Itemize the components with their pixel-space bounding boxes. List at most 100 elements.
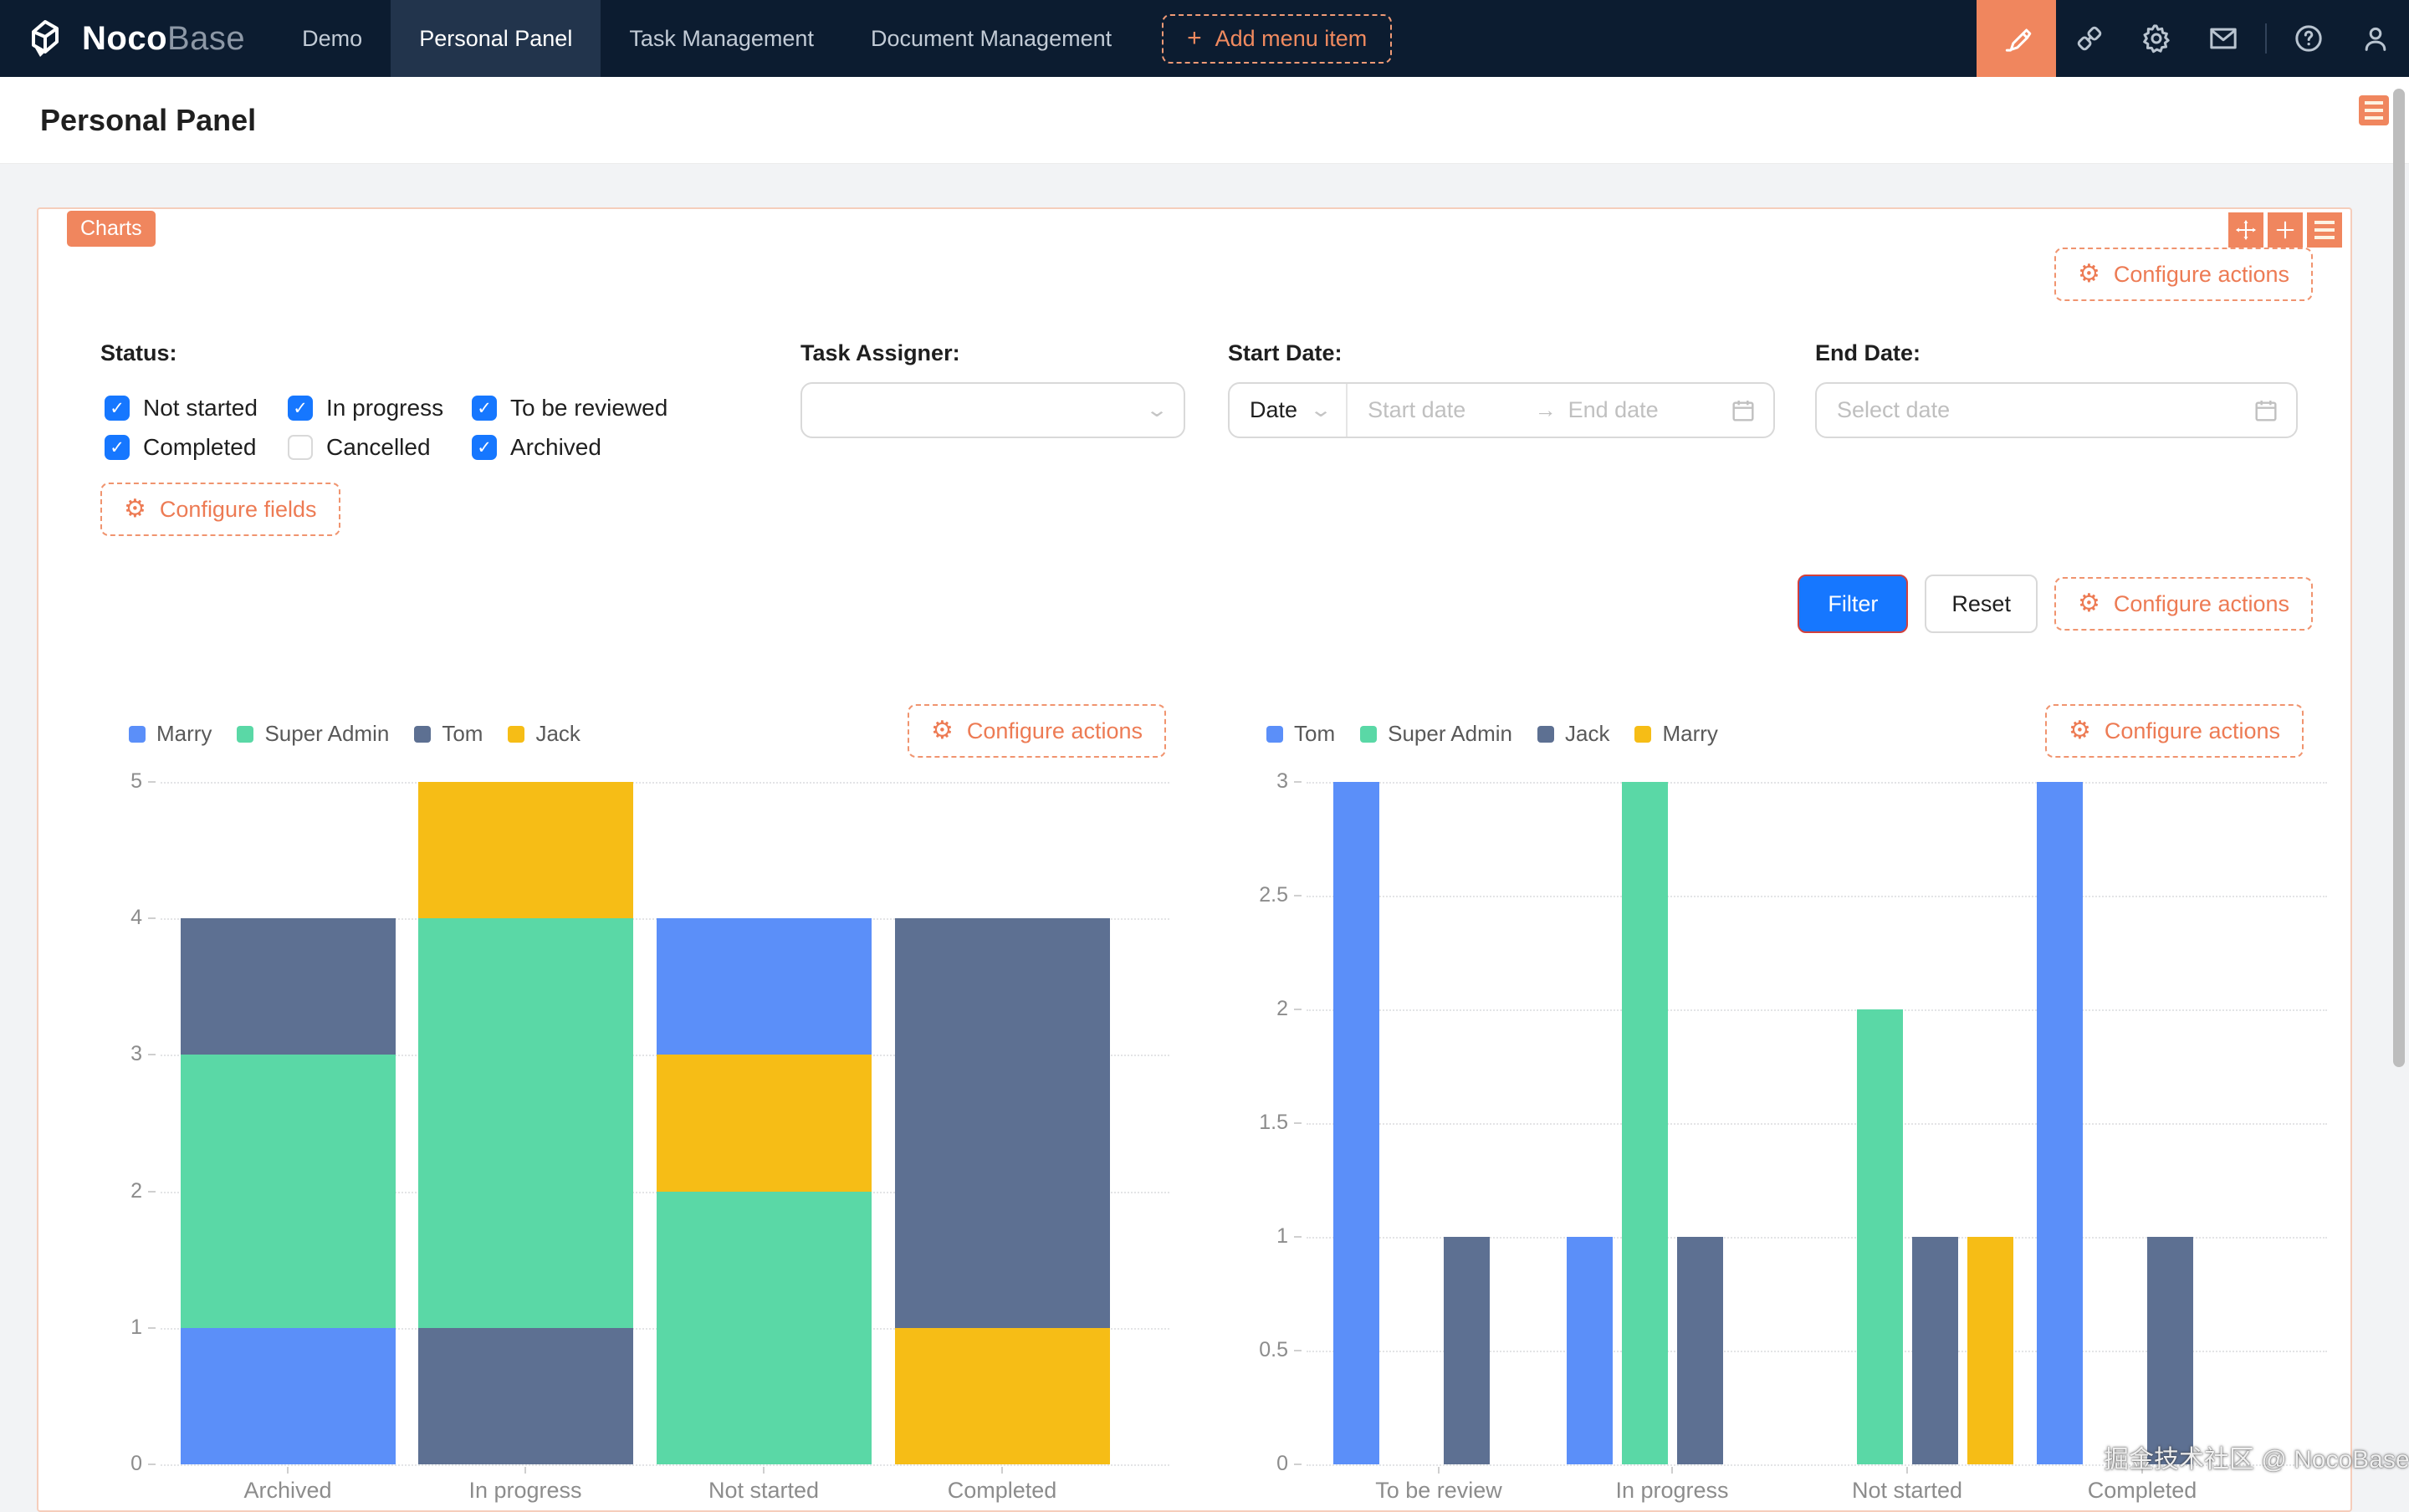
legend-item-super-admin[interactable]: Super Admin <box>237 721 389 747</box>
configure-actions-button-chart-left[interactable]: ⚙ Configure actions <box>907 704 1166 758</box>
start-date-range-picker[interactable]: Date ⌄ Start date → End date <box>1228 382 1775 438</box>
navbar-divider <box>2265 23 2267 54</box>
checkbox-checked-icon[interactable]: ✓ <box>472 396 497 421</box>
legend-item-jack[interactable]: Jack <box>1537 721 1609 747</box>
status-option-completed[interactable]: ✓ Completed <box>105 434 288 461</box>
x-axis-label: Completed <box>947 1478 1057 1503</box>
y-axis-tick-label: 3 <box>130 1042 142 1066</box>
y-axis-tick-label: 5 <box>130 769 142 793</box>
status-option-cancelled[interactable]: Cancelled <box>288 434 472 461</box>
bar-not-started-marry[interactable] <box>656 918 872 1055</box>
stacked-bar-chart: ⚙ Configure actions Marry Super Admin Tom J… <box>102 702 1206 1507</box>
checkbox-unchecked-icon[interactable] <box>288 435 313 460</box>
status-label: Status: <box>100 340 177 365</box>
add-block-button[interactable] <box>2268 212 2303 248</box>
y-axis-tick-label: 1 <box>1276 1224 1288 1248</box>
checkbox-checked-icon[interactable]: ✓ <box>288 396 313 421</box>
y-axis-tick <box>148 1054 156 1056</box>
y-axis-tick <box>148 781 156 783</box>
start-date-input[interactable]: Start date <box>1368 397 1466 422</box>
legend-swatch <box>1537 725 1554 743</box>
end-date-picker[interactable]: Select date <box>1815 382 2298 438</box>
legend-item-super-admin[interactable]: Super Admin <box>1360 721 1512 747</box>
content-area: Charts ⚙ Conf <box>0 164 2409 1512</box>
menu-item-personal-panel[interactable]: Personal Panel <box>391 0 601 77</box>
legend-label: Marry <box>1662 721 1718 746</box>
vertical-scrollbar[interactable] <box>2393 89 2405 1067</box>
mail-icon <box>2210 28 2237 49</box>
bar-in-progress-tom[interactable] <box>417 1327 633 1464</box>
menu-item-task-management[interactable]: Task Management <box>629 25 814 51</box>
bar-completed-jack[interactable] <box>894 1327 1110 1464</box>
settings-button[interactable] <box>2123 0 2190 77</box>
status-option-not-started[interactable]: ✓ Not started <box>105 395 288 421</box>
y-axis-tick <box>1294 1009 1302 1010</box>
configure-actions-button-top[interactable]: ⚙ Configure actions <box>2054 248 2313 301</box>
bar-in-progress-tom[interactable] <box>1566 1237 1613 1464</box>
plugin-manager-button[interactable] <box>2056 0 2123 77</box>
status-option-archived[interactable]: ✓ Archived <box>472 434 667 461</box>
calendar-icon <box>1723 397 1773 424</box>
legend-item-marry[interactable]: Marry <box>129 721 212 747</box>
checkbox-checked-icon[interactable]: ✓ <box>105 396 130 421</box>
task-assigner-select[interactable]: ⌄ <box>800 382 1185 438</box>
bar-in-progress-super-admin[interactable] <box>1621 782 1668 1464</box>
filter-button[interactable]: Filter <box>1798 575 1909 633</box>
end-date-input[interactable]: End date <box>1568 397 1659 422</box>
drag-handle[interactable] <box>2228 212 2263 248</box>
add-menu-item-button[interactable]: + Add menu item <box>1162 13 1393 64</box>
configure-actions-button-filter[interactable]: ⚙ Configure actions <box>2054 577 2313 631</box>
bar-to-be-review-jack[interactable] <box>1443 1237 1490 1464</box>
x-axis-tick <box>287 1467 289 1474</box>
y-axis-tick <box>148 1190 156 1193</box>
gear-icon: ⚙ <box>2068 716 2091 745</box>
menu-item-document-management[interactable]: Document Management <box>870 25 1112 51</box>
x-axis-label: Not started <box>708 1478 820 1503</box>
messages-button[interactable] <box>2190 0 2257 77</box>
ui-editor-button[interactable] <box>1977 0 2056 77</box>
status-option-in-progress[interactable]: ✓ In progress <box>288 395 472 421</box>
bar-archived-super-admin[interactable] <box>180 1055 396 1328</box>
checkbox-checked-icon[interactable]: ✓ <box>105 435 130 460</box>
gridline <box>1307 1237 2327 1239</box>
legend-item-marry[interactable]: Marry <box>1634 721 1718 747</box>
bar-not-started-super-admin[interactable] <box>1856 1009 1903 1464</box>
bar-not-started-super-admin[interactable] <box>656 1191 872 1464</box>
menu-item-demo[interactable]: Demo <box>302 25 363 51</box>
bar-completed-jack[interactable] <box>2146 1237 2193 1464</box>
legend-item-tom[interactable]: Tom <box>1266 721 1335 747</box>
nocobase-logo[interactable]: NocoBase <box>0 0 274 77</box>
reset-button[interactable]: Reset <box>1925 575 2038 633</box>
legend-item-tom[interactable]: Tom <box>414 721 483 747</box>
user-menu-button[interactable] <box>2342 0 2409 77</box>
configure-fields-button[interactable]: ⚙ Configure fields <box>100 483 340 536</box>
legend-item-jack[interactable]: Jack <box>508 721 581 747</box>
bar-not-started-jack[interactable] <box>1911 1237 1958 1464</box>
checkbox-checked-icon[interactable]: ✓ <box>472 435 497 460</box>
bar-in-progress-super-admin[interactable] <box>417 918 633 1328</box>
block-menu-button[interactable] <box>2307 212 2342 248</box>
bar-completed-tom[interactable] <box>894 918 1110 1328</box>
date-mode-select[interactable]: Date ⌄ <box>1230 384 1348 437</box>
legend-label: Marry <box>156 721 212 746</box>
bar-archived-tom[interactable] <box>180 918 396 1055</box>
x-axis-label: Not started <box>1851 1478 1963 1503</box>
gear-icon: ⚙ <box>930 716 954 745</box>
bar-in-progress-jack[interactable] <box>417 782 633 919</box>
status-option-to-be-reviewed[interactable]: ✓ To be reviewed <box>472 395 667 421</box>
block-designer-toolbar <box>2228 212 2342 248</box>
page-menu-button[interactable] <box>2359 95 2389 125</box>
top-navbar: NocoBase Demo Personal Panel Task Manage… <box>0 0 2409 77</box>
help-icon <box>2295 25 2322 52</box>
bar-not-started-marry[interactable] <box>1967 1237 2013 1464</box>
bar-to-be-review-tom[interactable] <box>1332 782 1379 1464</box>
help-button[interactable] <box>2275 0 2342 77</box>
bar-not-started-jack[interactable] <box>656 1055 872 1192</box>
bar-in-progress-jack[interactable] <box>1676 1237 1723 1464</box>
configure-actions-button-chart-right[interactable]: ⚙ Configure actions <box>2044 704 2304 758</box>
bar-archived-marry[interactable] <box>180 1327 396 1464</box>
bar-completed-tom[interactable] <box>2036 782 2083 1464</box>
y-axis-tick-label: 2 <box>130 1178 142 1203</box>
y-axis-tick <box>148 1326 156 1329</box>
